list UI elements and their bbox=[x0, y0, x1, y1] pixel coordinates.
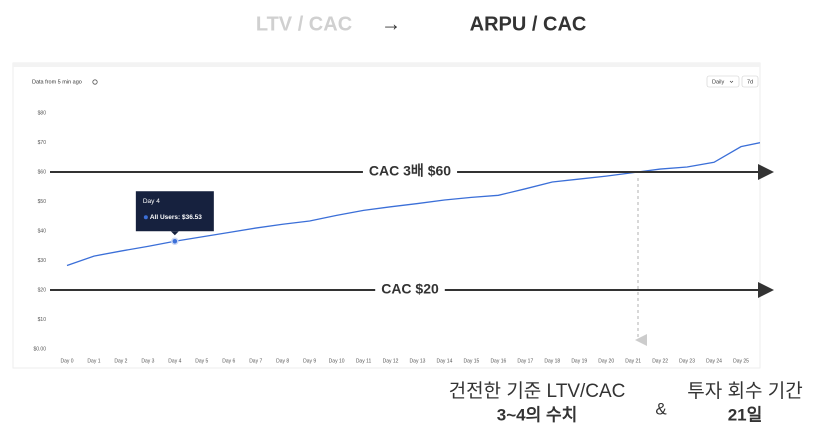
y-tick-label: $20 bbox=[38, 287, 47, 293]
x-tick-label: Day 16 bbox=[490, 358, 506, 364]
y-tick-label: $50 bbox=[38, 199, 47, 205]
x-tick-label: Day 14 bbox=[437, 358, 453, 364]
x-tick-label: Day 10 bbox=[329, 358, 345, 364]
tooltip bbox=[135, 191, 214, 232]
footer-amp: & bbox=[655, 399, 667, 418]
panel-top bbox=[13, 63, 760, 67]
y-tick-label: $60 bbox=[38, 169, 47, 175]
daily-label: Daily bbox=[712, 79, 724, 85]
plot bbox=[66, 142, 760, 267]
x-tick-label: Day 4 bbox=[168, 358, 181, 364]
x-tick-label: Day 0 bbox=[60, 358, 73, 364]
reference-label: CAC 3배 $60 bbox=[369, 163, 451, 179]
x-tick-label: Day 18 bbox=[544, 358, 560, 364]
y-tick-label: $40 bbox=[38, 228, 47, 234]
reference-label-bg bbox=[375, 281, 445, 299]
tooltip-tail bbox=[170, 231, 179, 236]
x-tick-label: Day 13 bbox=[410, 358, 426, 364]
footer-right-1: 투자 회수 기간 bbox=[687, 380, 802, 402]
x-tick-label: Day 2 bbox=[114, 358, 127, 364]
x-tick-label: Day 6 bbox=[222, 358, 235, 364]
x-tick-label: Day 24 bbox=[706, 358, 722, 364]
refresh-icon[interactable] bbox=[92, 79, 98, 85]
x-tick-label: Day 22 bbox=[652, 358, 668, 364]
x-tick-label: Day 12 bbox=[383, 358, 399, 364]
chevron bbox=[729, 80, 734, 83]
header-to: ARPU / CAC bbox=[470, 13, 587, 35]
hover-point bbox=[171, 237, 179, 245]
x-tick-label: Day 8 bbox=[276, 358, 289, 364]
series-line bbox=[66, 142, 760, 267]
x-tick-label: Day 15 bbox=[463, 358, 479, 364]
chart-panel bbox=[12, 62, 761, 369]
tooltip-title: Day 4 bbox=[143, 198, 160, 205]
reference-label-bg bbox=[362, 163, 458, 181]
footer-left-2: 3~4의 수치 bbox=[497, 405, 577, 424]
range-label: 7d bbox=[747, 79, 753, 85]
x-tick-label: Day 17 bbox=[517, 358, 533, 364]
range-button[interactable] bbox=[741, 75, 759, 88]
x-tick-label: Day 3 bbox=[141, 358, 154, 364]
x-tick-label: Day 23 bbox=[679, 358, 695, 364]
x-tick-label: Day 1 bbox=[87, 358, 100, 364]
y-tick-label: $10 bbox=[38, 317, 47, 323]
status: Data from 5 min ago bbox=[32, 79, 82, 85]
y-tick-label: $0.00 bbox=[33, 346, 46, 352]
daily-button[interactable] bbox=[706, 75, 740, 88]
y-tick-label: $80 bbox=[38, 110, 47, 116]
x-tick-label: Day 5 bbox=[195, 358, 208, 364]
x-tick-label: Day 20 bbox=[598, 358, 614, 364]
x-tick-label: Day 11 bbox=[356, 358, 372, 364]
x-tick-label: Day 7 bbox=[249, 358, 262, 364]
x-tick-label: Day 19 bbox=[571, 358, 587, 364]
header-arrow: → bbox=[381, 13, 401, 35]
footer-left-1: 건전한 기준 LTV/CAC bbox=[449, 380, 626, 402]
overlay: Day 4 All Users: $36.53 CAC 3배 $60 CAC $20 bbox=[50, 163, 774, 299]
x-tick-label: Day 9 bbox=[303, 358, 316, 364]
footer-right-2: 21일 bbox=[728, 405, 763, 424]
x-tick-label: Day 25 bbox=[733, 358, 749, 364]
y-tick-label: $30 bbox=[38, 258, 47, 264]
y-tick-label: $70 bbox=[38, 140, 47, 146]
tooltip-text: All Users: $36.53 bbox=[150, 214, 202, 221]
reference-label: CAC $20 bbox=[381, 281, 439, 297]
tooltip-dot bbox=[143, 215, 148, 220]
x-tick-label: Day 21 bbox=[625, 358, 641, 364]
header-from: LTV / CAC bbox=[256, 13, 352, 35]
